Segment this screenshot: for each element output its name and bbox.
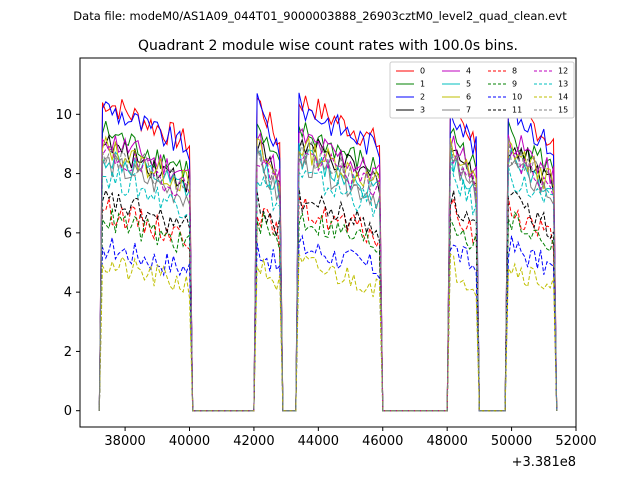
y-tick-label: 4 [64,286,72,301]
legend-label-2: 2 [420,93,425,102]
series-line-4 [98,127,558,412]
series-line-14 [98,253,558,412]
plot-area [79,57,577,428]
series-line-9 [98,208,558,412]
series-line-13 [98,160,558,412]
y-tick-label: 8 [64,167,72,182]
x-axis-offset-label: +3.381e8 [512,455,576,470]
legend-label-15: 15 [558,106,568,115]
legend-label-4: 4 [466,67,471,76]
y-tick-label: 2 [64,345,72,360]
x-axis: 38000 40000 42000 44000 46000 48000 50000 52000 [104,427,597,449]
series-line-15 [98,137,558,412]
legend-box [389,61,575,119]
series-line-3 [98,133,558,412]
x-tick-label: 46000 [362,434,403,449]
series-line-0 [98,95,558,412]
legend-label-8: 8 [512,67,517,76]
legend-label-11: 11 [512,106,522,115]
x-tick-label: 38000 [104,434,145,449]
legend-label-12: 12 [558,67,568,76]
series-line-8 [98,196,558,412]
y-tick-label: 10 [55,108,72,123]
legend-label-10: 10 [512,93,522,102]
legend-label-14: 14 [558,93,568,102]
x-tick-label: 40000 [169,434,210,449]
series-line-10 [98,234,558,412]
x-tick-label: 52000 [555,434,596,449]
x-tick-label: 44000 [298,434,339,449]
legend-label-5: 5 [466,80,471,89]
series-layer [98,92,558,412]
x-tick-label: 50000 [491,434,532,449]
legend-label-13: 13 [558,80,568,89]
y-tick-label: 0 [64,404,72,419]
y-axis: 0 2 4 6 8 10 [55,108,80,419]
legend-label-9: 9 [512,80,517,89]
y-tick-label: 6 [64,226,72,241]
legend-label-7: 7 [466,106,471,115]
series-line-11 [98,187,558,412]
legend-label-3: 3 [420,106,425,115]
x-tick-label: 48000 [426,434,467,449]
series-line-6 [98,135,558,412]
chart-title: Quadrant 2 module wise count rates with … [138,38,518,54]
series-line-5 [98,143,558,412]
legend-label-0: 0 [420,67,425,76]
legend-label-1: 1 [420,80,425,89]
x-tick-label: 42000 [233,434,274,449]
figure-suptitle: Data file: modeM0/AS1A09_044T01_90000038… [73,9,567,23]
legend-label-6: 6 [466,93,471,102]
